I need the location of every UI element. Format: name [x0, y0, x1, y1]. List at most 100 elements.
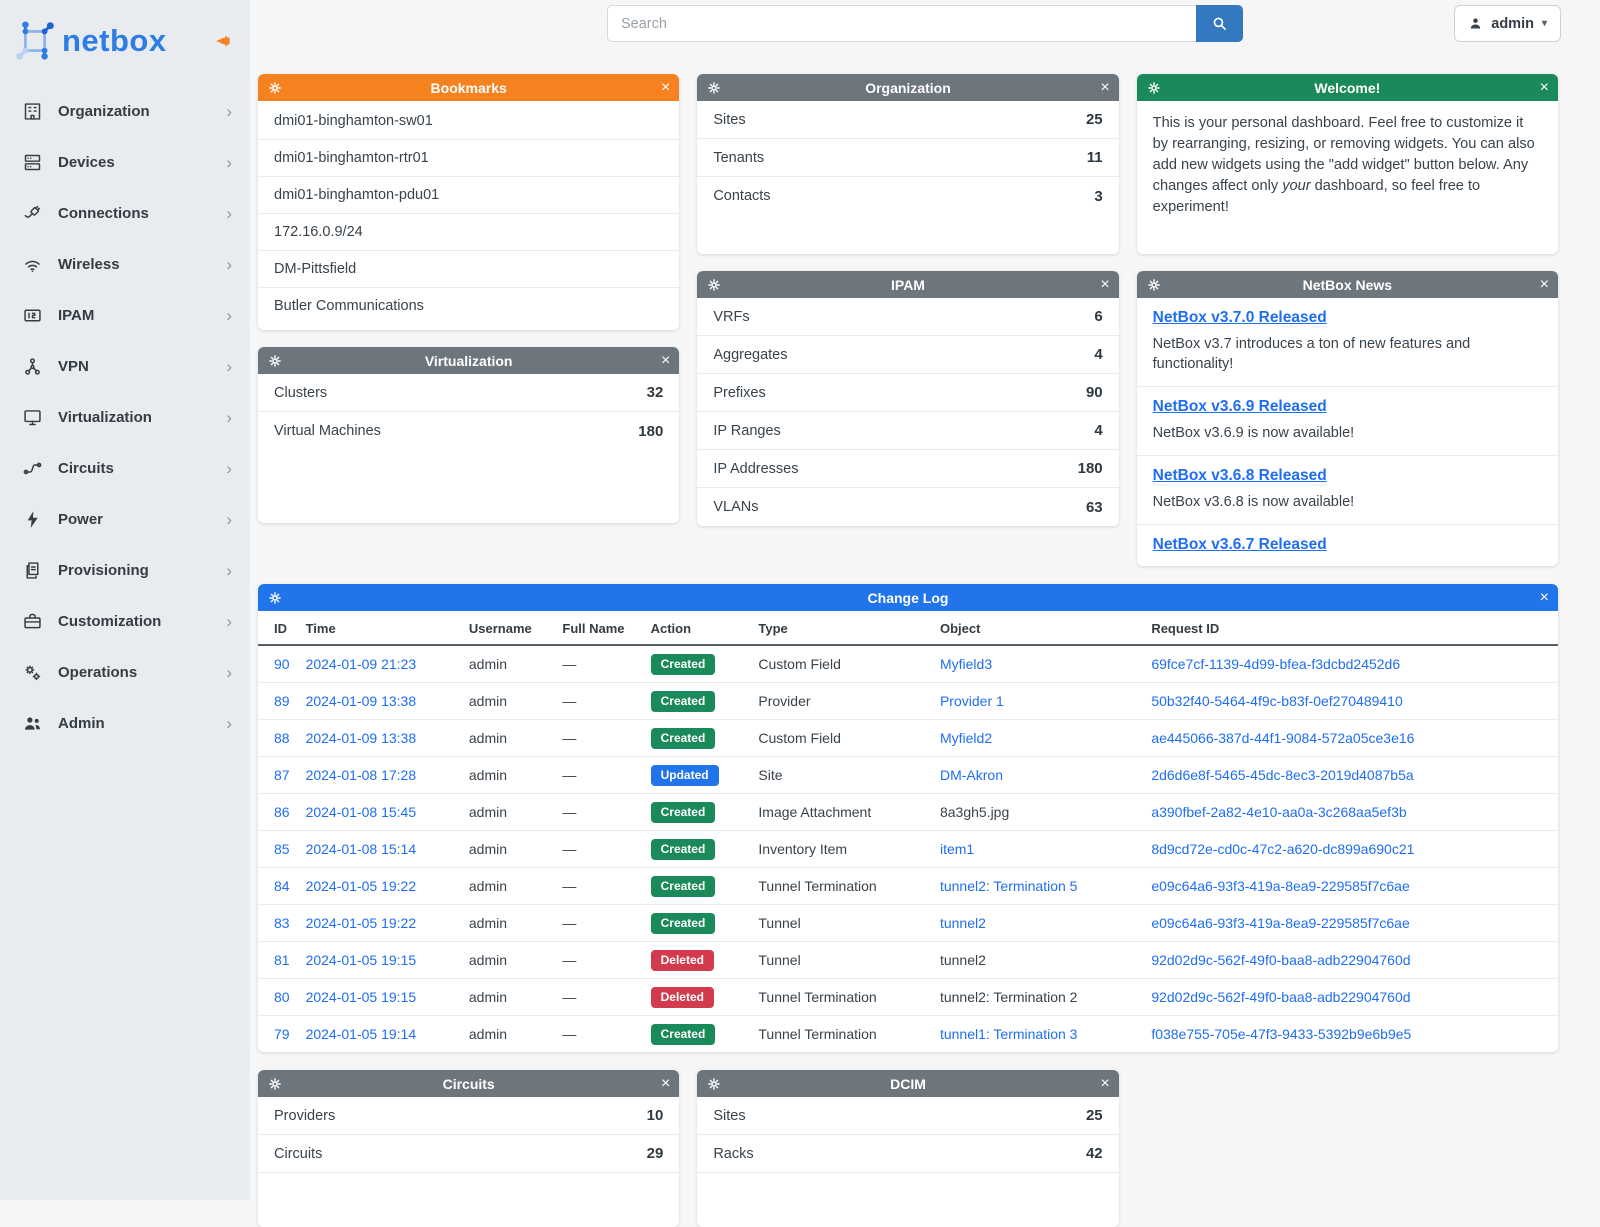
widget-close-icon[interactable]: × [660, 78, 671, 96]
change-request-id-link[interactable]: 2d6d6e8f-5465-45dc-8ec3-2019d4087b5a [1151, 767, 1414, 783]
sidebar-item-circuits[interactable]: Circuits › [0, 443, 250, 494]
stat-row-providers[interactable]: Providers 10 [258, 1097, 680, 1135]
change-object-link[interactable]: Myfield2 [939, 730, 993, 746]
sidebar-item-vpn[interactable]: VPN › [0, 341, 250, 392]
change-time-link[interactable]: 2024-01-09 21:23 [305, 656, 417, 672]
change-request-id-link[interactable]: 92d02d9c-562f-49f0-baa8-adb22904760d [1151, 989, 1411, 1005]
change-id-link[interactable]: 87 [274, 767, 290, 783]
stat-row-vrfs[interactable]: VRFs 6 [697, 298, 1119, 336]
stat-row-sites[interactable]: Sites 25 [697, 101, 1119, 139]
sidebar-item-operations[interactable]: Operations › [0, 647, 250, 698]
widget-config-gear-icon[interactable] [706, 80, 722, 96]
change-object-link[interactable]: tunnel2 [939, 915, 986, 931]
change-object-link[interactable]: Provider 1 [939, 693, 1004, 709]
widget-close-icon[interactable]: × [1100, 275, 1110, 293]
user-menu-button[interactable]: admin ▾ [1454, 5, 1561, 42]
widget-close-icon[interactable]: × [1539, 588, 1549, 606]
sidebar-item-connections[interactable]: Connections › [0, 188, 250, 239]
bookmark-item[interactable]: DM-Pittsfield [258, 251, 680, 288]
widget-config-gear-icon[interactable] [1146, 80, 1162, 96]
change-time-link[interactable]: 2024-01-05 19:22 [305, 915, 417, 931]
change-id-link[interactable]: 83 [274, 915, 290, 931]
stat-row-ip-addresses[interactable]: IP Addresses 180 [697, 450, 1119, 488]
stat-row-circuits[interactable]: Circuits 29 [258, 1135, 680, 1173]
change-request-id-link[interactable]: e09c64a6-93f3-419a-8ea9-229585f7c6ae [1151, 915, 1410, 931]
change-request-id-link[interactable]: 50b32f40-5464-4f9c-b83f-0ef270489410 [1151, 693, 1403, 709]
change-object-link[interactable]: DM-Akron [939, 767, 1003, 783]
search-input[interactable] [607, 5, 1196, 42]
search-button[interactable] [1196, 5, 1243, 42]
change-request-id-link[interactable]: e09c64a6-93f3-419a-8ea9-229585f7c6ae [1151, 878, 1410, 894]
stat-row-vlans[interactable]: VLANs 63 [697, 488, 1118, 526]
bookmark-item[interactable]: dmi01-binghamton-sw01 [258, 103, 680, 140]
widget-close-icon[interactable]: × [660, 351, 671, 369]
stat-row-sites[interactable]: Sites 25 [697, 1097, 1119, 1135]
change-id-link[interactable]: 85 [274, 841, 290, 857]
sidebar-item-devices[interactable]: Devices › [0, 137, 250, 188]
change-id-link[interactable]: 79 [274, 1026, 290, 1042]
widget-close-icon[interactable]: × [1100, 78, 1110, 96]
widget-close-icon[interactable]: × [1539, 275, 1549, 293]
change-time-link[interactable]: 2024-01-05 19:14 [305, 1026, 417, 1042]
stat-row-clusters[interactable]: Clusters 32 [258, 374, 680, 412]
sidebar-item-admin[interactable]: Admin › [0, 698, 250, 749]
widget-config-gear-icon[interactable] [267, 590, 283, 606]
bookmark-item[interactable]: 172.16.0.9/24 [258, 214, 680, 251]
widget-config-gear-icon[interactable] [267, 80, 283, 96]
bookmark-item[interactable]: dmi01-binghamton-rtr01 [258, 140, 680, 177]
stat-row-tenants[interactable]: Tenants 11 [697, 139, 1119, 177]
change-request-id-link[interactable]: 92d02d9c-562f-49f0-baa8-adb22904760d [1151, 952, 1411, 968]
change-time-link[interactable]: 2024-01-05 19:15 [305, 989, 417, 1005]
widget-close-icon[interactable]: × [1100, 1074, 1110, 1092]
change-id-link[interactable]: 84 [274, 878, 290, 894]
sidebar-item-organization[interactable]: Organization › [0, 86, 250, 137]
widget-config-gear-icon[interactable] [706, 277, 722, 293]
widget-close-icon[interactable]: × [660, 1074, 671, 1092]
sidebar-item-provisioning[interactable]: Provisioning › [0, 545, 250, 596]
change-request-id-link[interactable]: 69fce7cf-1139-4d99-bfea-f3dcbd2452d6 [1151, 656, 1401, 672]
widget-close-icon[interactable]: × [1539, 78, 1549, 96]
stat-row-aggregates[interactable]: Aggregates 4 [697, 336, 1119, 374]
change-id-link[interactable]: 80 [274, 989, 290, 1005]
widget-config-gear-icon[interactable] [1146, 277, 1162, 293]
change-id-link[interactable]: 88 [274, 730, 290, 746]
sidebar-item-power[interactable]: Power › [0, 494, 250, 545]
change-object-link[interactable]: tunnel1: Termination 3 [939, 1026, 1078, 1042]
stat-row-virtual-machines[interactable]: Virtual Machines 180 [258, 412, 679, 450]
sidebar-item-virtualization[interactable]: Virtualization › [0, 392, 250, 443]
change-request-id-link[interactable]: f038e755-705e-47f3-9433-5392b9e6b9e5 [1151, 1026, 1412, 1042]
stat-row-prefixes[interactable]: Prefixes 90 [697, 374, 1119, 412]
change-id-link[interactable]: 89 [274, 693, 290, 709]
stat-row-ip-ranges[interactable]: IP Ranges 4 [697, 412, 1119, 450]
change-id-link[interactable]: 90 [274, 656, 290, 672]
change-id-link[interactable]: 81 [274, 952, 290, 968]
bookmark-item[interactable]: dmi01-binghamton-pdu01 [258, 177, 680, 214]
change-request-id-link[interactable]: ae445066-387d-44f1-9084-572a05ce3e16 [1151, 730, 1415, 746]
widget-config-gear-icon[interactable] [267, 353, 283, 369]
change-id-link[interactable]: 86 [274, 804, 290, 820]
sidebar-item-ipam[interactable]: IPAM › [0, 290, 250, 341]
change-object-link[interactable]: tunnel2: Termination 5 [939, 878, 1078, 894]
change-object-link[interactable]: Myfield3 [939, 656, 993, 672]
change-time-link[interactable]: 2024-01-05 19:15 [305, 952, 417, 968]
change-time-link[interactable]: 2024-01-08 15:14 [305, 841, 417, 857]
stat-row-contacts[interactable]: Contacts 3 [697, 177, 1118, 215]
news-headline-link[interactable]: NetBox v3.6.7 Released [1152, 536, 1327, 553]
sidebar-pin-icon[interactable] [214, 31, 234, 51]
news-headline-link[interactable]: NetBox v3.6.8 Released [1152, 467, 1327, 484]
change-time-link[interactable]: 2024-01-09 13:38 [305, 693, 417, 709]
sidebar-item-wireless[interactable]: Wireless › [0, 239, 250, 290]
sidebar-item-customization[interactable]: Customization › [0, 596, 250, 647]
news-headline-link[interactable]: NetBox v3.7.0 Released [1152, 309, 1327, 326]
bookmark-item[interactable]: Butler Communications [274, 298, 424, 314]
change-time-link[interactable]: 2024-01-09 13:38 [305, 730, 417, 746]
news-headline-link[interactable]: NetBox v3.6.9 Released [1152, 398, 1327, 415]
change-time-link[interactable]: 2024-01-05 19:22 [305, 878, 417, 894]
change-time-link[interactable]: 2024-01-08 15:45 [305, 804, 417, 820]
change-time-link[interactable]: 2024-01-08 17:28 [305, 767, 417, 783]
widget-config-gear-icon[interactable] [267, 1076, 283, 1092]
widget-config-gear-icon[interactable] [706, 1076, 722, 1092]
change-object-link[interactable]: item1 [939, 841, 975, 857]
stat-row-racks[interactable]: Racks 42 [697, 1135, 1119, 1173]
change-request-id-link[interactable]: a390fbef-2a82-4e10-aa0a-3c268aa5ef3b [1151, 804, 1407, 820]
